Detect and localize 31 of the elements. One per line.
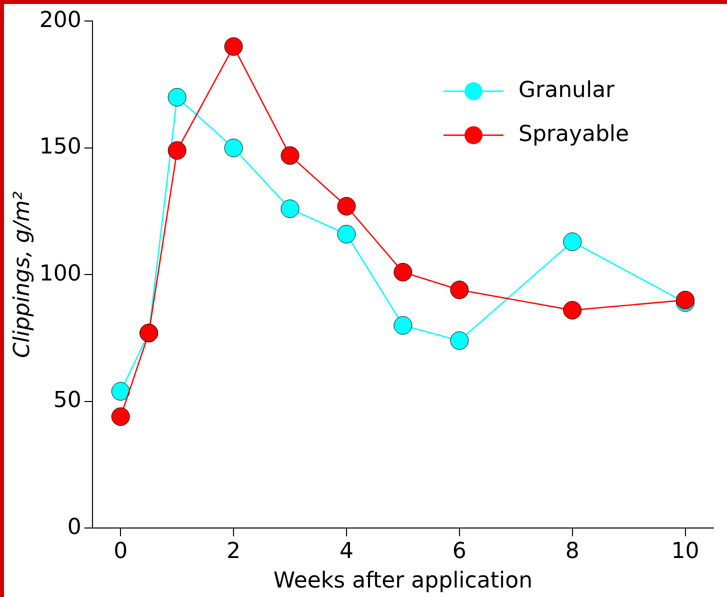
x-axis-title: Weeks after application: [273, 568, 533, 594]
point: [168, 141, 186, 160]
y-tick-label: 50: [53, 388, 82, 414]
point: [563, 300, 582, 320]
point: [168, 88, 186, 106]
point: [280, 146, 300, 165]
point: [111, 407, 130, 426]
y-axis-title: Clippings, g/m²: [10, 191, 35, 358]
point: [111, 382, 130, 401]
x-tick-label: 4: [339, 539, 354, 564]
point: [224, 138, 243, 158]
point: [337, 224, 356, 244]
x-tick-label: 6: [452, 539, 466, 564]
x-tick-label: 0: [114, 539, 128, 564]
point: [280, 200, 300, 218]
y-tick-label: 0: [67, 514, 82, 540]
point: [450, 280, 469, 300]
x-tick-label: 10: [671, 539, 700, 564]
x-tick-label: 2: [226, 539, 241, 564]
point: [394, 262, 412, 282]
point: [337, 197, 356, 216]
x-tick-label: 8: [565, 539, 580, 564]
point: [563, 232, 582, 251]
y-tick-label: 150: [39, 134, 82, 160]
legend-label: Granular: [518, 78, 616, 103]
point: [224, 37, 243, 56]
y-tick-label: 200: [39, 8, 82, 33]
point: [394, 316, 412, 335]
point: [450, 331, 469, 350]
y-tick-label: 100: [39, 261, 82, 286]
legend-label: Sprayable: [518, 122, 630, 147]
